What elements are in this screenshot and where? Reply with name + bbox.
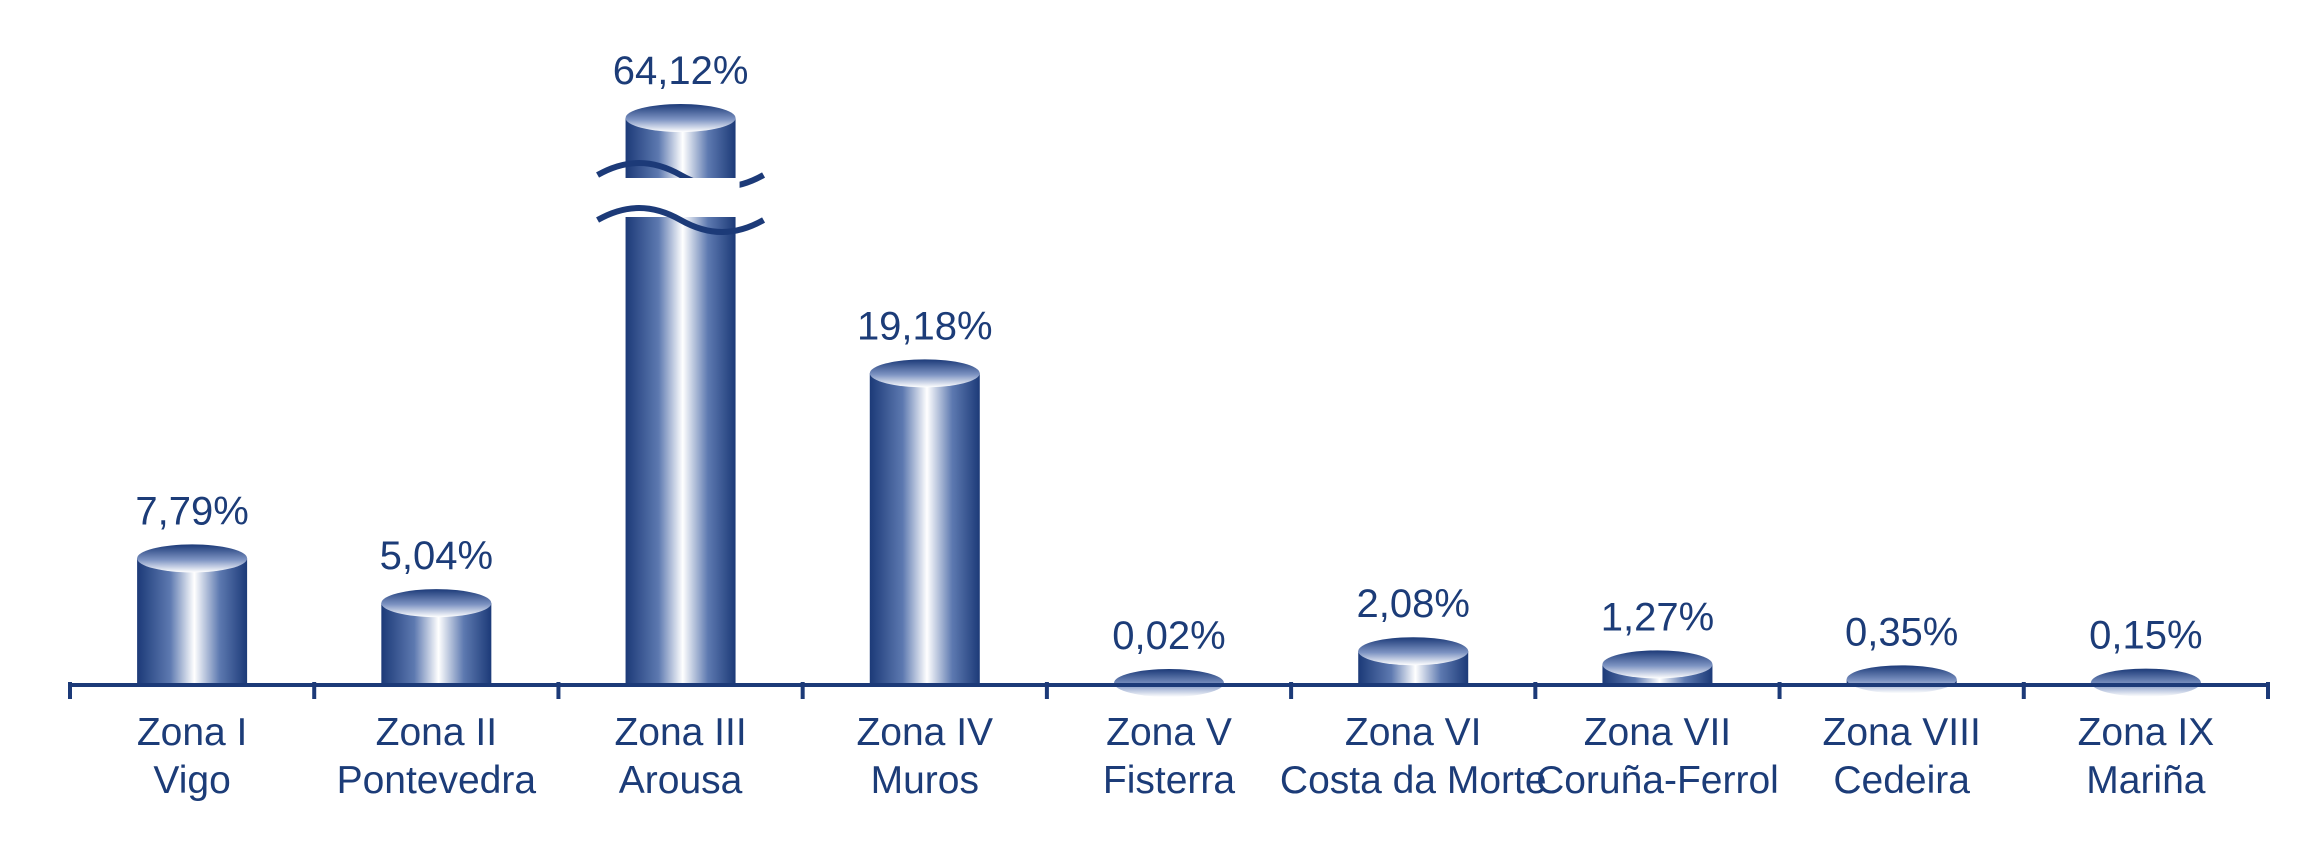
bar [137, 558, 248, 685]
category-label-zone: Zona V [1106, 711, 1232, 754]
value-label: 2,08% [1357, 582, 1470, 626]
bar-top [1846, 665, 1957, 694]
bar [869, 373, 980, 685]
category-label-zone: Zona I [137, 711, 248, 754]
value-label: 7,79% [135, 489, 248, 533]
value-label: 5,04% [380, 534, 493, 578]
labels-group: 7,79% Zona I Vigo 5,04% Zona II Pontevedra 64,… [135, 49, 2214, 802]
category-label-zone: Zona III [614, 711, 746, 754]
value-label: 64,12% [613, 49, 749, 93]
bar-top [381, 589, 492, 618]
category-label-place: Vigo [153, 759, 230, 802]
category-label-place: Fisterra [1103, 759, 1235, 802]
category-label-place: Arousa [619, 759, 743, 802]
axis-break-gap [621, 178, 740, 217]
bar-top [869, 359, 980, 388]
value-label: 1,27% [1601, 595, 1714, 639]
value-label: 0,35% [1845, 610, 1958, 654]
bar-top [137, 544, 248, 573]
category-label-zone: Zona VII [1584, 711, 1731, 754]
value-label: 0,15% [2089, 614, 2202, 658]
bar-top [1602, 650, 1713, 679]
x-axis [68, 682, 2270, 699]
axis-break-mark [596, 205, 766, 235]
category-label-place: Muros [871, 759, 979, 802]
value-label: 19,18% [857, 304, 993, 348]
category-label-place: Pontevedra [337, 759, 537, 802]
category-label-place: Coruña-Ferrol [1536, 759, 1779, 802]
category-label-zone: Zona VI [1345, 711, 1482, 754]
bars-group [137, 104, 2201, 697]
category-label-zone: Zona II [376, 711, 497, 754]
bar-top [1358, 637, 1469, 666]
category-label-zone: Zona IV [856, 711, 993, 754]
bar-top [625, 104, 736, 132]
category-label-zone: Zona VIII [1823, 711, 1981, 754]
category-label-place: Cedeira [1833, 759, 1970, 802]
category-label-zone: Zona IX [2078, 711, 2215, 754]
value-label: 0,02% [1112, 614, 1225, 658]
category-label-place: Costa da Morte [1280, 759, 1547, 802]
category-label-place: Mariña [2086, 759, 2206, 802]
bar-top [2090, 668, 2201, 697]
